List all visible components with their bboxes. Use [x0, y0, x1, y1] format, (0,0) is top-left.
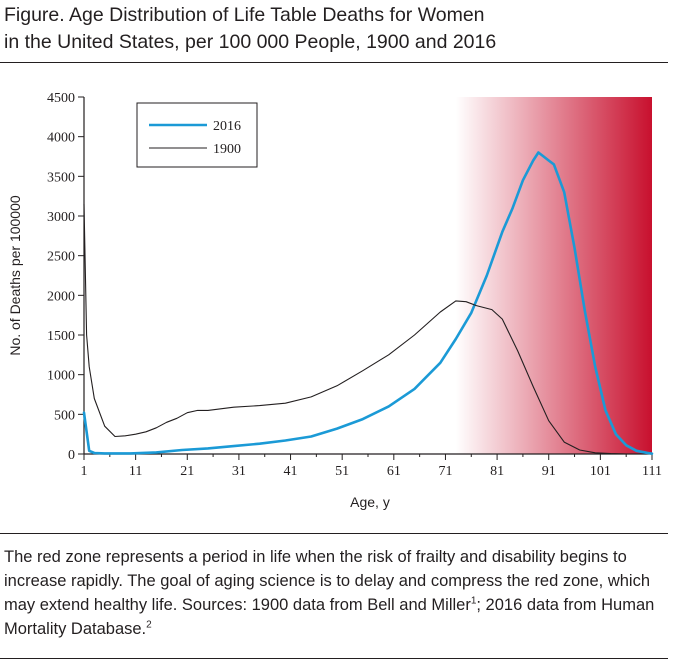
y-axis-ticks: 0 500 1000 1500 2000 2500 3000 3500 4000 4500 [47, 91, 84, 463]
y-tick-label: 4500 [47, 91, 75, 106]
x-tick-label: 71 [438, 464, 452, 479]
figure-caption: The red zone represents a period in life… [4, 545, 668, 641]
caption-text-1: The red zone represents a period in life… [4, 548, 651, 614]
legend-label-2016: 2016 [213, 119, 241, 134]
x-tick-label: 11 [129, 464, 142, 479]
legend-label-1900: 1900 [213, 142, 241, 157]
figure-title: Figure. Age Distribution of Life Table D… [4, 2, 664, 56]
series-line-2016 [82, 151, 654, 455]
y-tick-label: 1000 [47, 369, 75, 384]
figure-title-line2: in the United States, per 100 000 People… [4, 31, 497, 53]
x-tick-label: 111 [642, 464, 662, 479]
x-tick-label: 21 [180, 464, 194, 479]
figure-title-line1: Figure. Age Distribution of Life Table D… [4, 4, 485, 26]
caption-bottom-divider [0, 658, 668, 659]
x-tick-label: 41 [284, 464, 298, 479]
y-tick-label: 0 [68, 448, 75, 463]
y-axis-title: No. of Deaths per 100000 [7, 195, 23, 356]
caption-ref-2: 2 [146, 619, 152, 631]
y-tick-label: 2000 [47, 289, 75, 304]
y-tick-label: 2500 [47, 250, 75, 265]
y-tick-label: 1500 [47, 329, 75, 344]
x-tick-label: 81 [490, 464, 504, 479]
y-tick-label: 500 [54, 408, 75, 423]
x-tick-label: 31 [232, 464, 246, 479]
x-tick-label: 51 [335, 464, 349, 479]
caption-text-2: ; 2016 data from Human Mortality Databas… [4, 596, 655, 638]
x-axis-ticks: 1 11 21 31 41 51 61 71 81 91 101 111 [81, 454, 662, 479]
red-zone-band [455, 97, 652, 454]
y-tick-label: 4000 [47, 131, 75, 146]
chart-legend: 2016 1900 [136, 102, 258, 168]
x-tick-label: 1 [81, 464, 88, 479]
x-tick-label: 61 [387, 464, 401, 479]
caption-top-divider [0, 533, 668, 534]
series-line-1900 [83, 203, 627, 455]
x-tick-label: 101 [590, 464, 611, 479]
title-divider [0, 62, 668, 63]
x-axis-title: Age, y [350, 494, 390, 510]
x-tick-label: 91 [542, 464, 556, 479]
caption-ref-1: 1 [470, 595, 477, 607]
legend-box [136, 102, 258, 168]
y-tick-label: 3000 [47, 210, 75, 225]
series-layer [82, 151, 654, 455]
y-tick-label: 3500 [47, 170, 75, 185]
